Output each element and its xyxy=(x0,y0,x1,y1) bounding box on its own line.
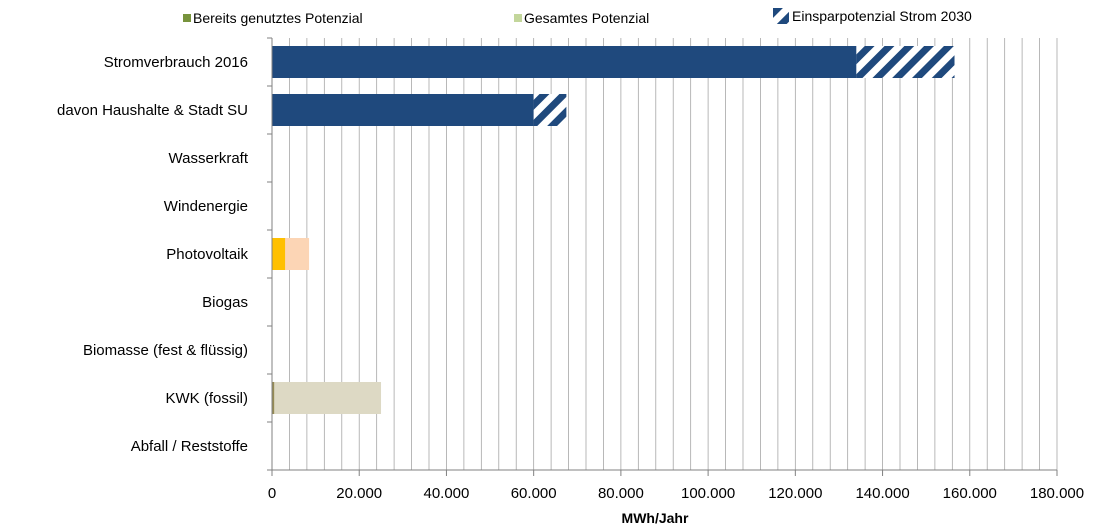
x-axis-title: MWh/Jahr xyxy=(622,510,689,526)
axes xyxy=(267,37,1058,476)
legend-savings-swatch xyxy=(773,8,789,24)
bar-used xyxy=(272,46,857,78)
category-label: Biogas xyxy=(202,294,248,311)
legend-used-label: Bereits genutztes Potenzial xyxy=(193,10,363,26)
bar-used xyxy=(272,238,286,270)
bar-savings xyxy=(856,46,955,78)
category-label: KWK (fossil) xyxy=(166,390,249,407)
legend-total: Gesamtes Potenzial xyxy=(514,10,649,26)
bar-total xyxy=(272,382,382,414)
category-label: Photovoltaik xyxy=(166,246,248,263)
x-tick-label: 160.000 xyxy=(943,485,997,502)
legend-total-swatch xyxy=(514,14,522,22)
x-tick-label: 120.000 xyxy=(768,485,822,502)
bar-used xyxy=(272,94,534,126)
category-label: Abfall / Reststoffe xyxy=(131,438,248,455)
x-tick-label: 0 xyxy=(268,485,276,502)
x-tick-labels: 0 20.000 40.000 60.000 80.000 100.000 120.000 1… xyxy=(268,485,1084,502)
x-tick-label: 60.000 xyxy=(511,485,557,502)
category-label: davon Haushalte & Stadt SU xyxy=(57,102,248,119)
x-tick-label: 20.000 xyxy=(336,485,382,502)
category-label: Windenergie xyxy=(164,198,248,215)
category-label: Biomasse (fest & flüssig) xyxy=(83,342,248,359)
legend-savings-label: Einsparpotenzial Strom 2030 xyxy=(792,8,972,24)
bar-savings xyxy=(533,94,567,126)
legend-used: Bereits genutztes Potenzial xyxy=(183,10,363,26)
x-tick-label: 100.000 xyxy=(681,485,735,502)
x-tick-label: 180.000 xyxy=(1030,485,1084,502)
x-tick-label: 40.000 xyxy=(423,485,469,502)
x-tick-label: 80.000 xyxy=(598,485,644,502)
category-label: Stromverbrauch 2016 xyxy=(104,54,248,71)
bar-used xyxy=(272,382,275,414)
legend-total-label: Gesamtes Potenzial xyxy=(524,10,650,26)
legend-savings: Einsparpotenzial Strom 2030 xyxy=(773,8,972,24)
x-tick-label: 140.000 xyxy=(855,485,909,502)
bars xyxy=(272,46,955,414)
category-labels: Stromverbrauch 2016 davon Haushalte & Sta… xyxy=(57,54,249,455)
category-label: Wasserkraft xyxy=(169,150,249,167)
legend-used-swatch xyxy=(183,14,191,22)
